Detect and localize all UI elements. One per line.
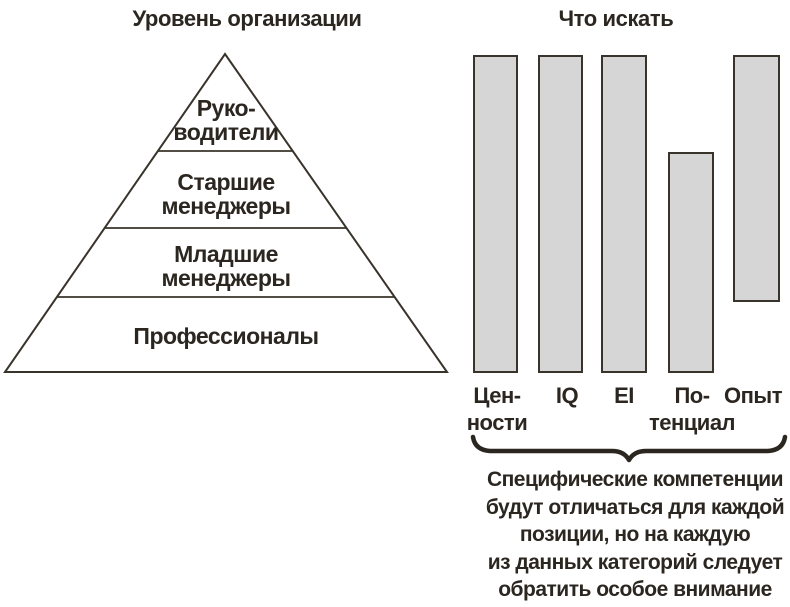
annotation-line: позиции, но на каждую [519, 523, 751, 546]
label-line: Младшие [174, 241, 278, 267]
bar-label-ei: EI [614, 382, 634, 409]
label-line: менеджеры [161, 265, 291, 291]
bar-label-iq: IQ [555, 382, 579, 409]
pyramid-outline [3, 52, 449, 373]
curly-brace-icon [470, 434, 788, 463]
annotation-line: обратить особое внимание [498, 578, 772, 601]
bar-experience [733, 55, 780, 302]
label-line: EI [614, 383, 634, 408]
label-line: Опыт [724, 383, 782, 408]
bar-ei [601, 55, 647, 373]
annotation-line: из данных категорий следует [487, 550, 783, 574]
bar-label-experience: Опыт [724, 382, 782, 409]
pyramid-level-label-executives: Руко- водители [173, 95, 279, 145]
bar-iq [538, 55, 583, 373]
pyramid-level-label-senior-managers: Старшие менеджеры [161, 169, 291, 219]
label-line: тенциал [648, 410, 736, 435]
bar-label-values: Цен- ности [466, 382, 528, 436]
bar-potential [668, 152, 714, 373]
label-line: водители [173, 119, 279, 145]
pyramid-level-label-professionals: Профессионалы [133, 323, 319, 349]
pyramid-diagram [3, 52, 449, 373]
label-line: Руко- [196, 95, 256, 121]
left-panel-title: Уровень организации [132, 6, 362, 31]
annotation-line: Специфические компетенции [486, 468, 784, 491]
label-line: Цен- [473, 383, 521, 408]
label-line: IQ [555, 383, 579, 408]
pyramid-level-label-junior-managers: Младшие менеджеры [161, 241, 291, 291]
label-line: Профессионалы [133, 323, 319, 349]
label-line: По- [674, 383, 710, 408]
bar-label-potential: По- тенциал [648, 382, 736, 436]
right-panel-title: Что искать [558, 6, 674, 31]
curly-brace-path [470, 434, 788, 463]
label-line: менеджеры [161, 193, 291, 219]
label-line: ности [466, 410, 528, 435]
bar-values [473, 55, 518, 373]
label-line: Старшие [177, 169, 275, 195]
annotation-text: Специфические компетенции будут отличать… [470, 466, 790, 604]
annotation-line: будут отличаться для каждой [485, 495, 785, 519]
